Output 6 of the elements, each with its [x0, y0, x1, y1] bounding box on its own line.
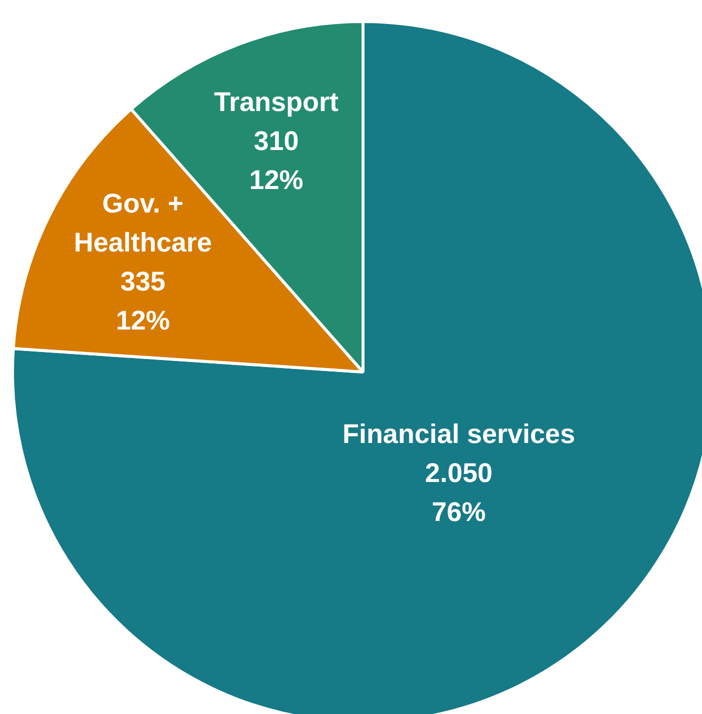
data-label: 335 12% — [116, 266, 170, 336]
data-label: 2.050 76% — [424, 458, 493, 527]
slice-label: Gov. + Healthcare — [74, 188, 212, 258]
slice-label: Transport — [214, 86, 339, 117]
slice-label: Financial services — [342, 418, 576, 449]
data-label: 310 12% — [249, 126, 304, 195]
